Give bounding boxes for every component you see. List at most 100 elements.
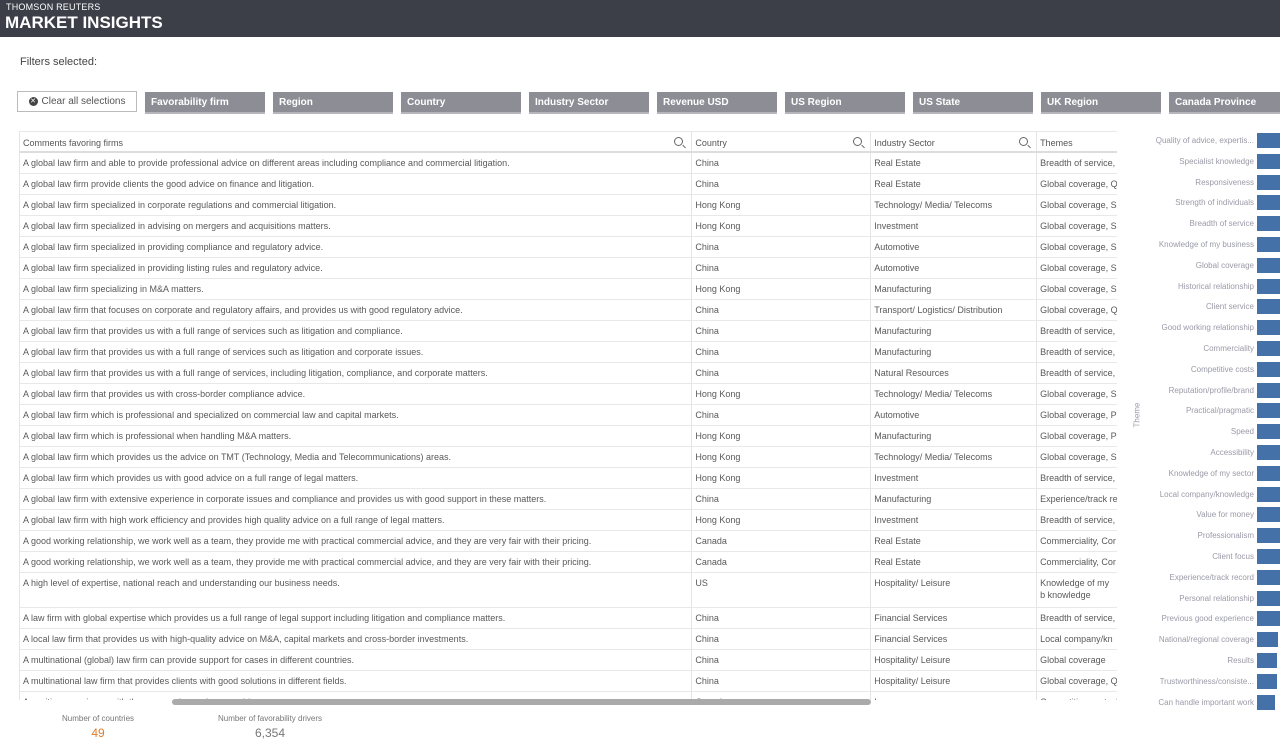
theme-bar[interactable]	[1257, 341, 1280, 356]
search-icon[interactable]	[1019, 137, 1029, 146]
themes-cell: Global coverage, Q	[1040, 305, 1117, 315]
column-header-themes[interactable]: Themes	[1037, 132, 1117, 151]
theme-bar[interactable]	[1257, 507, 1280, 523]
table-row[interactable]: A global law firm specialized in providi…	[20, 258, 1117, 279]
theme-bar[interactable]	[1257, 445, 1280, 460]
industry-cell: Real Estate	[871, 531, 1038, 551]
column-title: Comments favoring firms	[23, 138, 124, 148]
theme-bar[interactable]	[1257, 590, 1280, 606]
column-header-country[interactable]: Country	[692, 132, 872, 151]
column-header-comments[interactable]: Comments favoring firms	[20, 132, 693, 151]
theme-bar[interactable]	[1257, 632, 1278, 648]
theme-bar[interactable]	[1257, 278, 1280, 294]
theme-bar[interactable]	[1257, 528, 1280, 544]
table-row[interactable]: A multinational law firm that provides c…	[20, 671, 1117, 692]
country-cell: China	[692, 650, 872, 670]
filter-button-industry-sector[interactable]: Industry Sector	[529, 92, 649, 114]
country-cell: China	[692, 671, 872, 691]
comment-cell: A global law firm specialized in providi…	[20, 258, 693, 278]
theme-bar[interactable]	[1257, 153, 1280, 169]
table-row[interactable]: A global law firm that provides us with …	[20, 384, 1117, 405]
theme-bar[interactable]	[1257, 465, 1280, 481]
themes-cell: Global coverage, Q	[1040, 676, 1117, 686]
industry-cell: Hospitality/ Leisure	[871, 671, 1038, 691]
column-title: Industry Sector	[874, 138, 935, 148]
horizontal-scrollbar[interactable]	[172, 699, 871, 705]
kpi-countries: Number of countries 49	[50, 714, 146, 740]
themes-cell: Global coverage, Sp	[1040, 284, 1117, 294]
table-row[interactable]: A global law firm with high work efficie…	[20, 510, 1117, 531]
table-row[interactable]: A global law firm that provides us with …	[20, 321, 1117, 342]
table-row[interactable]: A global law firm specialized in advisin…	[20, 216, 1117, 237]
industry-cell: Hospitality/ Leisure	[871, 650, 1038, 670]
table-row[interactable]: A global law firm with extensive experie…	[20, 489, 1117, 510]
theme-label: Global coverage	[1195, 260, 1254, 270]
comment-cell: A global law firm specialized in advisin…	[20, 216, 693, 236]
table-row[interactable]: A global law firm which provides us the …	[20, 447, 1117, 468]
table-row[interactable]: A global law firm that provides us with …	[20, 363, 1117, 384]
column-header-industry[interactable]: Industry Sector	[871, 132, 1038, 151]
table-row[interactable]: A global law firm specializing in M&A ma…	[20, 279, 1117, 300]
themes-cell: Breadth of service,	[1040, 515, 1116, 525]
theme-bar[interactable]	[1257, 569, 1280, 585]
theme-bar[interactable]	[1257, 133, 1280, 148]
theme-bar[interactable]	[1257, 486, 1280, 502]
filter-button-country[interactable]: Country	[401, 92, 521, 114]
table-row[interactable]: A global law firm that provides us with …	[20, 342, 1117, 363]
theme-label: Previous good experience	[1161, 614, 1254, 624]
filter-button-us-region[interactable]: US Region	[785, 92, 905, 114]
filter-button-favorability-firm[interactable]: Favorability firm	[145, 92, 265, 114]
country-cell: Hong Kong	[692, 468, 872, 488]
themes-cell: Experience/track re	[1040, 494, 1117, 504]
industry-cell: Automotive	[871, 405, 1038, 425]
table-row[interactable]: A global law firm provide clients the go…	[20, 174, 1117, 195]
theme-bar[interactable]	[1257, 694, 1275, 710]
theme-bar[interactable]	[1257, 549, 1280, 564]
table-row[interactable]: A global law firm that focuses on corpor…	[20, 300, 1117, 321]
themes-cell: Breadth of service,	[1040, 473, 1116, 483]
theme-bar[interactable]	[1257, 653, 1277, 668]
table-row[interactable]: A global law firm and able to provide pr…	[20, 153, 1117, 174]
theme-label: National/regional coverage	[1158, 635, 1254, 645]
country-cell: US	[692, 573, 872, 607]
clear-all-selections-button[interactable]: ✕ Clear all selections	[17, 91, 137, 112]
table-row[interactable]: A local law firm that provides us with h…	[20, 629, 1117, 650]
table-row[interactable]: A positive experience with them, experti…	[20, 692, 1117, 700]
theme-bar[interactable]	[1257, 320, 1280, 336]
theme-bar[interactable]	[1257, 237, 1280, 252]
table-row[interactable]: A global law firm which is professional …	[20, 405, 1117, 426]
search-icon[interactable]	[853, 137, 863, 146]
table-row[interactable]: A good working relationship, we work wel…	[20, 531, 1117, 552]
theme-bar[interactable]	[1257, 424, 1280, 440]
table-row[interactable]: A law firm with global expertise which p…	[20, 608, 1117, 629]
theme-bar[interactable]	[1257, 299, 1280, 315]
country-cell: China	[692, 405, 872, 425]
theme-bar[interactable]	[1257, 382, 1280, 398]
filter-button-revenue-usd[interactable]: Revenue USD	[657, 92, 777, 114]
theme-bar[interactable]	[1257, 361, 1280, 377]
theme-bar[interactable]	[1257, 195, 1280, 211]
table-row[interactable]: A high level of expertise, national reac…	[20, 573, 1117, 608]
clear-icon: ✕	[28, 97, 38, 106]
table-row[interactable]: A global law firm which is professional …	[20, 426, 1117, 447]
search-icon[interactable]	[674, 137, 684, 146]
theme-label: Quality of advice, expertis...	[1155, 136, 1254, 145]
filter-button-uk-region[interactable]: UK Region	[1041, 92, 1161, 114]
table-row[interactable]: A multinational (global) law firm can pr…	[20, 650, 1117, 671]
comment-cell: A global law firm specialized in corpora…	[20, 195, 693, 215]
theme-bar[interactable]	[1257, 611, 1280, 627]
table-row[interactable]: A global law firm specialized in corpora…	[20, 195, 1117, 216]
table-row[interactable]: A good working relationship, we work wel…	[20, 552, 1117, 573]
table-row[interactable]: A global law firm specialized in providi…	[20, 237, 1117, 258]
industry-cell: Manufacturing	[871, 342, 1038, 362]
filter-button-us-state[interactable]: US State	[913, 92, 1033, 114]
theme-bar[interactable]	[1257, 257, 1280, 273]
theme-bar[interactable]	[1257, 216, 1280, 232]
country-cell: China	[692, 300, 872, 320]
filter-button-region[interactable]: Region	[273, 92, 393, 114]
theme-bar[interactable]	[1257, 673, 1277, 689]
filter-button-canada-province[interactable]: Canada Province	[1169, 92, 1280, 114]
theme-bar[interactable]	[1257, 174, 1280, 190]
table-row[interactable]: A global law firm which provides us with…	[20, 468, 1117, 489]
theme-bar[interactable]	[1257, 403, 1280, 419]
